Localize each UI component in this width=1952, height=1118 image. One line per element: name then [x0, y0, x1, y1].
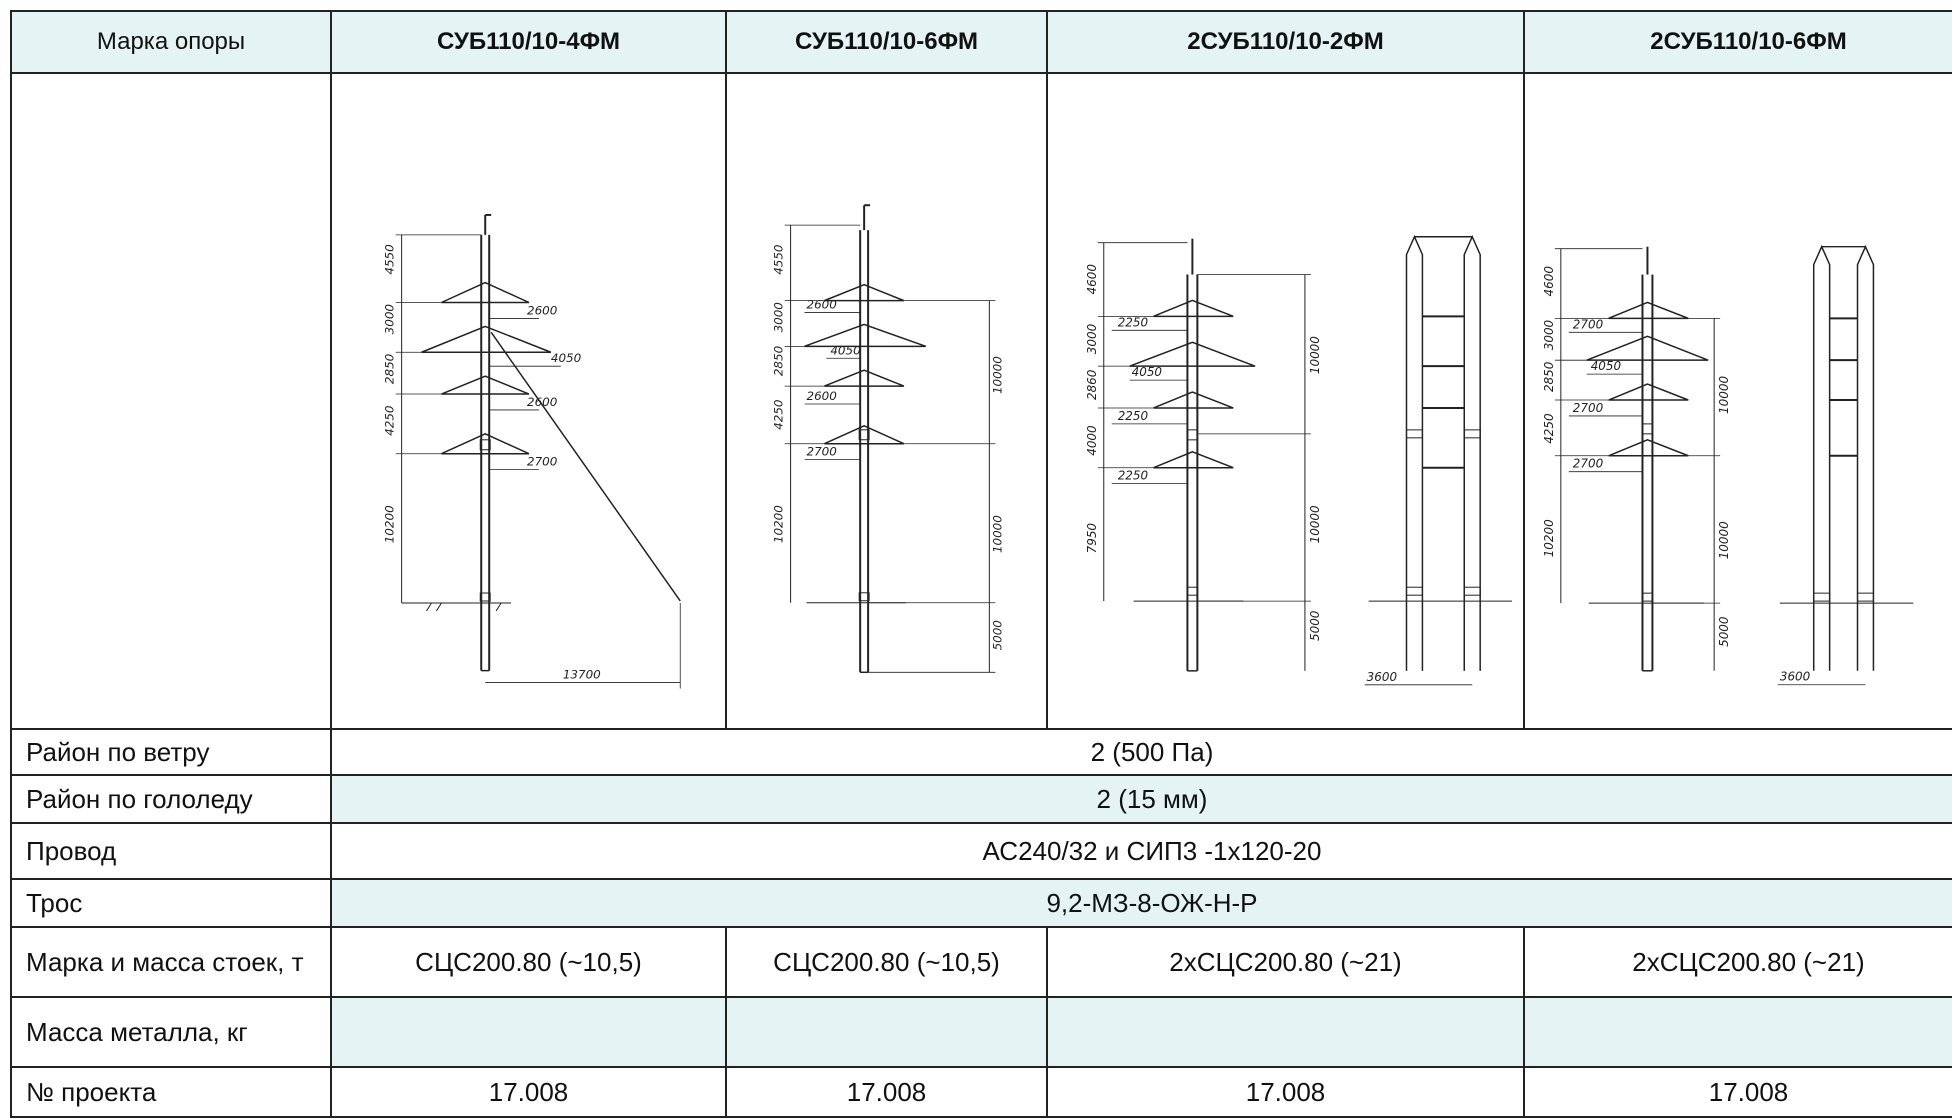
dim-label: 2700: [527, 455, 557, 469]
row-label: Район по гололеду: [10, 774, 332, 824]
row-value: [1523, 996, 1952, 1068]
row-metal: Масса металла, кг: [10, 996, 1952, 1068]
row-label: Трос: [10, 878, 332, 928]
row-value: АС240/32 и СИП3 -1х120-20: [330, 822, 1952, 880]
dim-label: 3600: [1780, 670, 1810, 684]
dim-label: 5000: [990, 620, 1004, 650]
dim-label: 10000: [1717, 521, 1731, 559]
col-header-1: СУБ110/10-4ФМ: [330, 10, 727, 74]
dim-label: 2700: [807, 445, 837, 459]
drawing-row: 4550 3000 2850 4250 10200 2600 4050 2600…: [10, 72, 1952, 730]
col-header-3: 2СУБ110/10-2ФМ: [1046, 10, 1525, 74]
row-posts: Марка и масса стоек, т СЦС200.80 (~10,5)…: [10, 926, 1952, 998]
dim-label: 2600: [527, 303, 557, 317]
dim-label: 2850: [383, 354, 397, 384]
dim-label: 10200: [1542, 519, 1556, 557]
row-value: 17.008: [330, 1066, 727, 1118]
dim-label: 2600: [807, 389, 837, 403]
tower-drawing-1: 4550 3000 2850 4250 10200 2600 4050 2600…: [383, 213, 681, 689]
row-label: № проекта: [10, 1066, 332, 1118]
row-value: 17.008: [725, 1066, 1048, 1118]
row-label: Район по ветру: [10, 728, 332, 776]
dim-label: 5000: [1717, 617, 1731, 647]
dim-label: 4600: [1085, 264, 1099, 294]
row-project: № проекта 17.008 17.008 17.008 17.008: [10, 1066, 1952, 1118]
dim-label: 3000: [1542, 320, 1556, 350]
drawing-cell-2: 4550 3000 2850 4250 10200 2600 4050 2600…: [725, 72, 1048, 730]
row-label: Провод: [10, 822, 332, 880]
dim-label: 10000: [990, 515, 1004, 553]
header-label: Марка опоры: [10, 10, 332, 74]
dim-label: 2860: [1085, 370, 1099, 400]
dim-label: 4000: [1085, 425, 1099, 455]
dim-label: 4050: [1132, 365, 1162, 379]
drawing-cell-4: 4600 3000 2850 4250 10200 2700 4050 2700…: [1523, 72, 1952, 730]
spec-table: Марка опоры СУБ110/10-4ФМ СУБ110/10-6ФМ …: [10, 10, 1952, 1118]
row-cable: Трос 9,2-МЗ-8-ОЖ-Н-Р: [10, 878, 1952, 928]
dim-label: 3000: [1085, 324, 1099, 354]
row-value: СЦС200.80 (~10,5): [330, 926, 727, 998]
col-header-4: 2СУБ110/10-6ФМ: [1523, 10, 1952, 74]
tower-drawing-2: 4550 3000 2850 4250 10200 2600 4050 2600…: [772, 204, 1004, 674]
dim-label: 2250: [1118, 469, 1148, 483]
tower-drawing-3: 4600 3000 2860 4000 7950 2250 4050 2250 …: [1085, 234, 1513, 686]
drawing-cell-1: 4550 3000 2850 4250 10200 2600 4050 2600…: [330, 72, 727, 730]
row-value: [1046, 996, 1525, 1068]
row-value: СЦС200.80 (~10,5): [725, 926, 1048, 998]
dim-label: 5000: [1308, 611, 1322, 641]
row-value: [330, 996, 727, 1068]
dim-label: 2250: [1118, 315, 1148, 329]
row-wire: Провод АС240/32 и СИП3 -1х120-20: [10, 822, 1952, 880]
dim-label: 4250: [1542, 413, 1556, 443]
col-header-2: СУБ110/10-6ФМ: [725, 10, 1048, 74]
dim-label: 10200: [383, 505, 397, 543]
dim-label: 3000: [772, 302, 786, 332]
row-value: 17.008: [1046, 1066, 1525, 1118]
dim-label: 4600: [1542, 266, 1556, 296]
dim-label: 2250: [1118, 409, 1148, 423]
row-value: [725, 996, 1048, 1068]
row-value: 2 (500 Па): [330, 728, 1952, 776]
dim-label: 10000: [1717, 376, 1731, 414]
tower-drawing-4: 4600 3000 2850 4250 10200 2700 4050 2700…: [1542, 244, 1914, 686]
dim-label: 3600: [1367, 670, 1397, 684]
dim-label: 4250: [772, 400, 786, 430]
dim-label: 10000: [1308, 336, 1322, 374]
header-row: Марка опоры СУБ110/10-4ФМ СУБ110/10-6ФМ …: [10, 10, 1952, 74]
drawing-cell-3: 4600 3000 2860 4000 7950 2250 4050 2250 …: [1046, 72, 1525, 730]
dim-label: 2850: [772, 346, 786, 376]
dim-label: 3000: [383, 304, 397, 334]
dim-label: 2850: [1542, 362, 1556, 392]
dim-label: 4050: [1591, 359, 1621, 373]
drawing-cell-empty: [10, 72, 332, 730]
row-value: 2хСЦС200.80 (~21): [1523, 926, 1952, 998]
row-value: 2хСЦС200.80 (~21): [1046, 926, 1525, 998]
row-value: 17.008: [1523, 1066, 1952, 1118]
dim-label: 10000: [990, 356, 1004, 394]
row-label: Марка и масса стоек, т: [10, 926, 332, 998]
dim-label: 2700: [1573, 401, 1603, 415]
dim-label: 10000: [1308, 505, 1322, 543]
dim-label: 7950: [1085, 523, 1099, 553]
row-ice: Район по гололеду 2 (15 мм): [10, 774, 1952, 824]
dim-label: 4050: [551, 351, 581, 365]
dim-label: 4550: [383, 244, 397, 274]
row-value: 2 (15 мм): [330, 774, 1952, 824]
row-value: 9,2-МЗ-8-ОЖ-Н-Р: [330, 878, 1952, 928]
dim-label: 10200: [772, 505, 786, 543]
row-label: Масса металла, кг: [10, 996, 332, 1068]
dim-label: 2600: [527, 395, 557, 409]
dim-label: 4550: [772, 244, 786, 274]
dim-label: 2600: [807, 298, 837, 312]
dim-label: 13700: [563, 668, 601, 682]
dim-label: 2700: [1573, 457, 1603, 471]
dim-label: 2700: [1573, 317, 1603, 331]
dim-label: 4250: [383, 405, 397, 435]
row-wind: Район по ветру 2 (500 Па): [10, 728, 1952, 776]
dim-label: 4050: [830, 343, 860, 357]
